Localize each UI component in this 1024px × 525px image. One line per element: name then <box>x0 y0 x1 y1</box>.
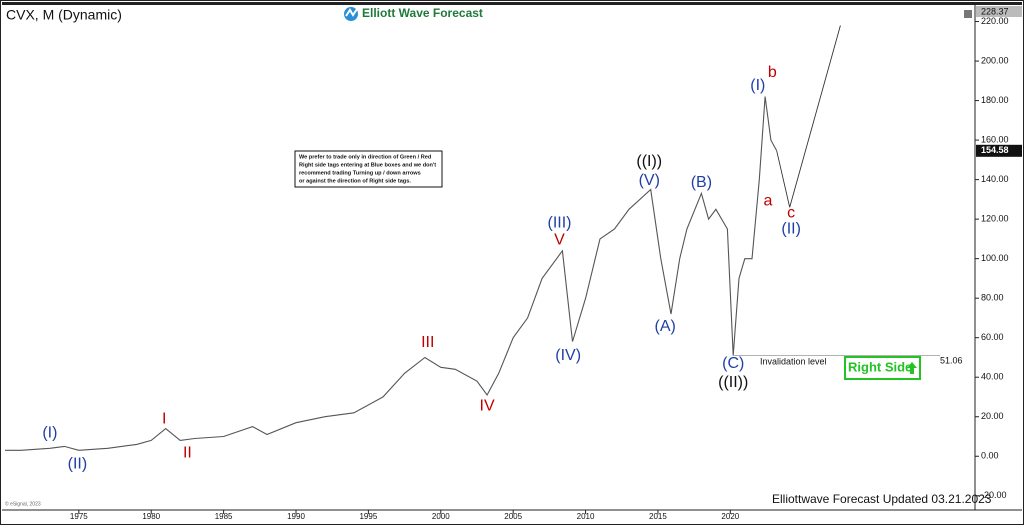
y-tick-label: 60.00 <box>981 332 1004 342</box>
up-arrow <box>907 362 917 374</box>
wave-label: c <box>787 204 795 221</box>
x-tick-label: 1995 <box>359 512 377 521</box>
wave-label: III <box>421 334 434 351</box>
x-tick-label: 2005 <box>504 512 522 521</box>
x-tick-label: 1990 <box>287 512 305 521</box>
price-line <box>776 25 841 208</box>
last-value: 154.58 <box>981 145 1009 155</box>
wave-label: (C) <box>722 355 744 372</box>
y-tick-label: 0.00 <box>981 451 999 461</box>
top-value: 228.37 <box>981 6 1009 16</box>
chart-title: CVX, M (Dynamic) <box>6 7 122 23</box>
y-tick-label: 100.00 <box>981 253 1009 263</box>
wave-label: (I) <box>750 77 765 94</box>
x-tick-label: 2010 <box>577 512 595 521</box>
wave-label: (IV) <box>555 347 581 364</box>
last-value-box <box>976 144 1022 157</box>
x-tick-label: 2015 <box>649 512 667 521</box>
x-tick-label: 1975 <box>70 512 88 521</box>
note-line: We prefer to trade only in direction of … <box>299 154 432 160</box>
y-tick-label: 220.00 <box>981 16 1009 26</box>
x-tick-label: 2000 <box>432 512 450 521</box>
copyright: © eSignal, 2023 <box>5 500 41 507</box>
wave-label: I <box>162 411 166 428</box>
wave-label: IV <box>480 398 495 415</box>
y-tick-label: -20.00 <box>981 490 1007 500</box>
logo-icon <box>344 7 358 21</box>
y-tick-label: 140.00 <box>981 174 1009 184</box>
brand: Elliott Wave Forecast <box>362 6 483 20</box>
wave-label: ((II)) <box>718 374 748 391</box>
wave-label: II <box>183 445 192 462</box>
wave-label: (II) <box>781 220 801 237</box>
y-tick-label: 20.00 <box>981 411 1004 421</box>
y-tick-label: 80.00 <box>981 293 1004 303</box>
wave-label: (I) <box>42 425 57 442</box>
wave-label: (V) <box>639 172 660 189</box>
right-side-box <box>844 356 921 380</box>
wave-label: (II) <box>68 455 88 472</box>
y-tick-label: 40.00 <box>981 372 1004 382</box>
right-side-label: Right Side <box>848 359 912 374</box>
x-tick-label: 2020 <box>721 512 739 521</box>
y-tick-label: 120.00 <box>981 214 1009 224</box>
wave-label: b <box>768 64 777 81</box>
x-tick-label: 1985 <box>215 512 233 521</box>
logo-wave <box>345 8 358 17</box>
note-line: Right side tags entering at Blue boxes a… <box>299 162 436 168</box>
x-tick-label: 1980 <box>142 512 160 521</box>
note-line: or against the direction of Right side t… <box>299 178 411 184</box>
invalidation-label: Invalidation level <box>760 357 827 367</box>
price-line <box>5 96 778 451</box>
y-tick-label: 180.00 <box>981 95 1009 105</box>
wave-label: a <box>764 193 773 210</box>
wave-label: (B) <box>691 174 712 191</box>
y-tick-label: 200.00 <box>981 55 1009 65</box>
footer: Elliottwave Forecast Updated 03.21.2023 <box>772 492 992 506</box>
wave-label: ((I)) <box>636 153 662 170</box>
top-bar <box>2 2 1022 5</box>
y-tick-label: 160.00 <box>981 134 1009 144</box>
invalidation-value: 51.06 <box>940 356 963 366</box>
top-value-box <box>976 6 1022 17</box>
note-box <box>294 150 443 188</box>
wave-label: (III) <box>547 215 571 232</box>
icon <box>964 10 972 18</box>
wave-label: (A) <box>655 318 676 335</box>
wave-label: V <box>554 231 565 248</box>
note-line: recommend trading Turning up / down arro… <box>299 170 421 176</box>
